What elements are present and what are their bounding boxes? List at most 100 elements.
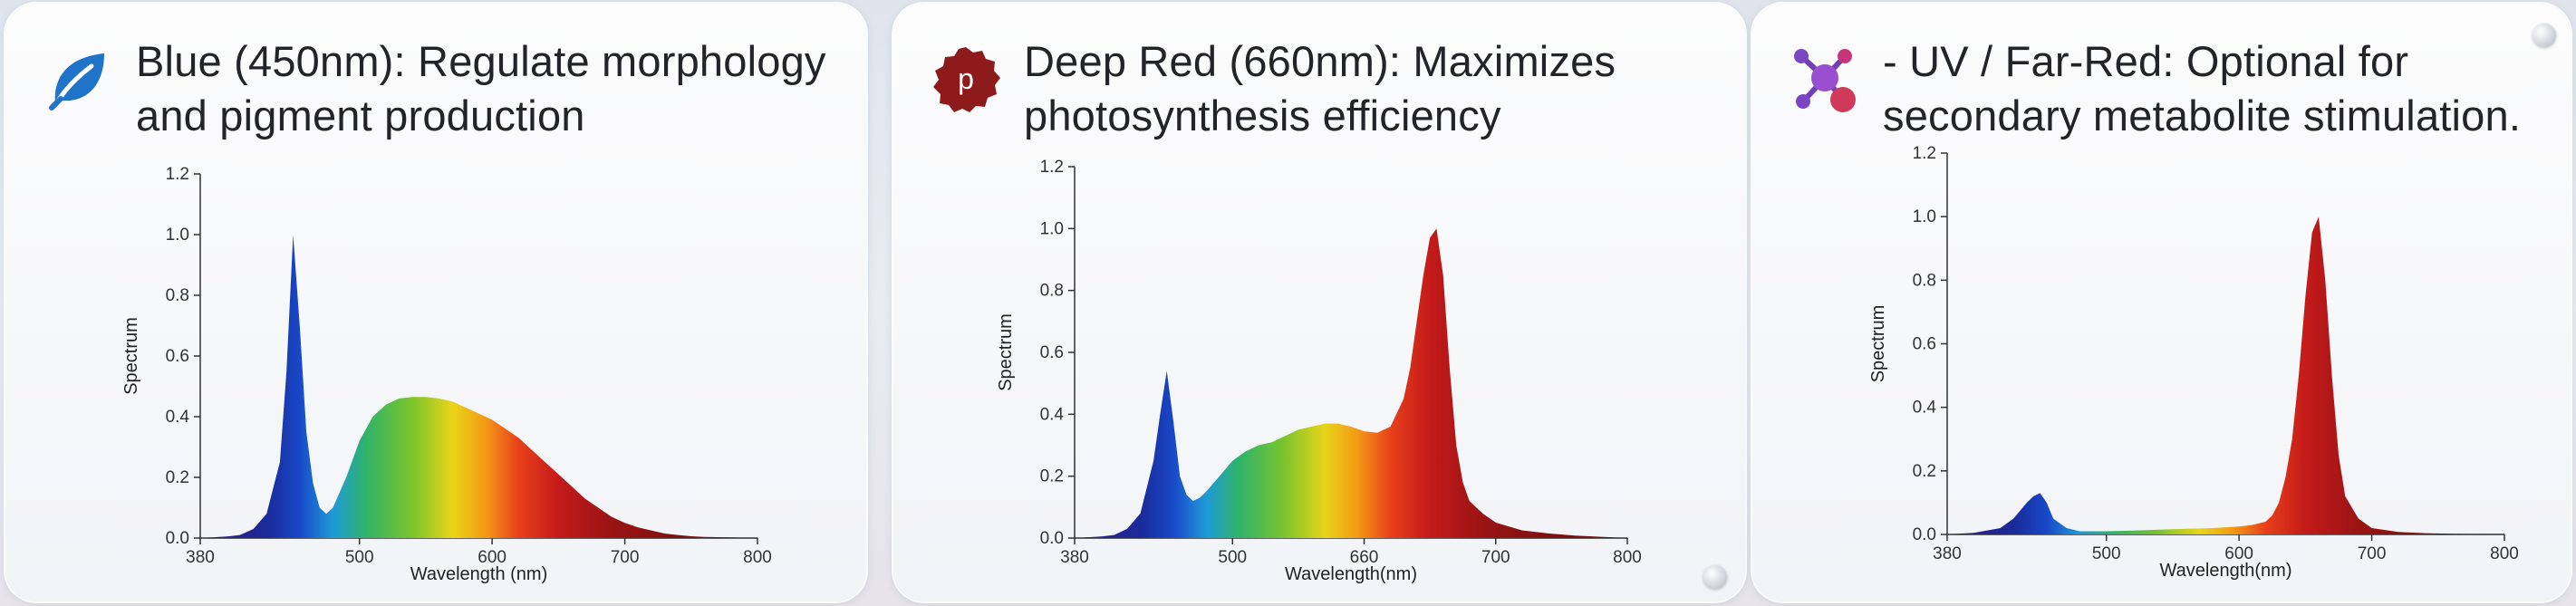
spectrum-point — [531, 449, 533, 451]
y-tick-label: 0.2 — [166, 468, 189, 487]
panel-title: - UV / Far-Red: Optional for secondary m… — [1883, 34, 2521, 143]
spectrum-point — [1231, 459, 1233, 461]
y-tick-label: 1.2 — [166, 165, 189, 184]
spectrum-point — [1495, 522, 1497, 524]
spectrum-point — [1481, 513, 1483, 515]
panel-title: Deep Red (660nm): Maximizes photosynthes… — [1024, 34, 1616, 143]
spectrum-point — [2252, 524, 2253, 525]
spectrum-point — [2046, 502, 2048, 504]
spectrum-area — [1075, 228, 1627, 539]
spectrum-point — [2324, 279, 2326, 281]
spectrum-point — [651, 529, 652, 531]
y-tick-label: 0.6 — [166, 347, 189, 366]
x-tick-label: 600 — [478, 548, 507, 567]
spectrum-point — [2066, 527, 2068, 529]
corner-button[interactable] — [2533, 24, 2556, 47]
spectrum-point — [1159, 413, 1161, 415]
spectrum-point — [2504, 534, 2505, 535]
panel-deep-red: p Deep Red (660nm): Maximizes photosynth… — [893, 4, 1745, 601]
spectrum-point — [1403, 398, 1404, 399]
x-axis-label: Wavelength (nm) — [410, 564, 548, 584]
spectrum-point — [1626, 537, 1628, 539]
spectrum-point — [2358, 517, 2359, 519]
spectrum-point — [2264, 521, 2266, 523]
spectrum-point — [1139, 513, 1141, 515]
spectrum-point — [319, 506, 321, 508]
spectrum-point — [438, 398, 439, 399]
y-tick-label: 1.0 — [1913, 207, 1936, 226]
spectrum-point — [1973, 532, 1974, 534]
spectrum-point — [1324, 422, 1326, 424]
spectrum-point — [703, 536, 705, 538]
x-tick-label: 380 — [1060, 548, 1089, 567]
spectrum-point — [2330, 374, 2332, 376]
spectrum-point — [2370, 527, 2372, 529]
spectrum-point — [1574, 534, 1576, 536]
spectrum-point — [1179, 476, 1181, 477]
spectrum-point — [226, 535, 227, 537]
spectrum-point — [345, 476, 347, 478]
y-tick-label: 0.6 — [1913, 335, 1936, 354]
spectrum-point — [2039, 492, 2041, 494]
x-tick-label: 500 — [2092, 544, 2121, 563]
panel-uv-far-red: - UV / Far-Red: Optional for secondary m… — [1752, 4, 2571, 601]
spectrum-point — [1462, 481, 1463, 483]
spectrum-point — [611, 515, 613, 517]
spectrum-point — [451, 400, 453, 402]
spectrum-point — [1298, 428, 1299, 430]
y-tick-label: 0.2 — [1913, 462, 1936, 481]
spectrum-point — [1469, 500, 1471, 502]
title-line-2: and pigment production — [136, 91, 585, 139]
spectrum-point — [2238, 525, 2240, 527]
y-tick-label: 0.8 — [1913, 271, 1936, 290]
spectrum-area — [200, 235, 757, 538]
x-tick-label: 700 — [2358, 544, 2387, 563]
spectrum-point — [517, 437, 519, 438]
spectrum-point — [332, 506, 333, 508]
spectrum-point — [491, 418, 493, 420]
x-axis-label: Wavelength(nm) — [1285, 564, 1417, 584]
spectrum-point — [584, 497, 585, 499]
x-tick-label: 380 — [186, 548, 215, 567]
title-line-2: photosynthesis efficiency — [1024, 91, 1501, 139]
spectrum-point — [371, 416, 373, 418]
spectrum-point — [2012, 517, 2014, 519]
title-line-1: Blue (450nm): Regulate morphology — [136, 37, 826, 85]
spectrum-point — [2272, 515, 2273, 516]
spectrum-point — [730, 536, 732, 538]
spectrum-point — [2284, 476, 2286, 478]
spectrum-point — [1429, 236, 1431, 238]
spectrum-point — [1219, 476, 1220, 477]
spectrum-point — [1999, 527, 2001, 529]
spectrum-point — [1423, 274, 1424, 275]
y-tick-label: 1.2 — [1040, 158, 1064, 177]
spectrum-point — [1100, 535, 1102, 537]
panel-header: p Deep Red (660nm): Maximizes photosynth… — [924, 34, 1727, 143]
spectrum-chart: 0.0 0.2 0.4 0.6 0.8 1.0 1.2 380 500 600 700 800 Spec… — [1868, 144, 2519, 581]
spectrum-point — [2344, 495, 2346, 497]
x-tick-label: 500 — [345, 548, 374, 567]
spectrum-point — [1192, 500, 1194, 502]
spectrum-point — [1310, 426, 1312, 428]
spectrum-point — [359, 440, 361, 442]
spectrum-point — [1166, 370, 1168, 371]
corner-button[interactable] — [1703, 565, 1727, 589]
spectrum-point — [411, 396, 413, 398]
spectrum-point — [299, 324, 301, 326]
x-tick-label: 500 — [1218, 548, 1247, 567]
spectrum-area — [1947, 216, 2504, 534]
spectrum-point — [623, 522, 625, 524]
spectrum-point — [2026, 502, 2028, 504]
spectrum-point — [505, 428, 507, 429]
spectrum-point — [1415, 321, 1417, 322]
x-tick-label: 600 — [2224, 544, 2253, 563]
spectrum-point — [1153, 459, 1154, 461]
spectrum-point — [2304, 295, 2306, 297]
spectrum-point — [425, 396, 427, 398]
x-tick-label: 700 — [611, 548, 640, 567]
spectrum-point — [1284, 435, 1286, 437]
panel-header: Blue (450nm): Regulate morphology and pi… — [36, 34, 848, 143]
spectrum-point — [292, 234, 294, 236]
spectrum-point — [2311, 232, 2313, 234]
y-tick-label: 0.4 — [1040, 405, 1065, 424]
